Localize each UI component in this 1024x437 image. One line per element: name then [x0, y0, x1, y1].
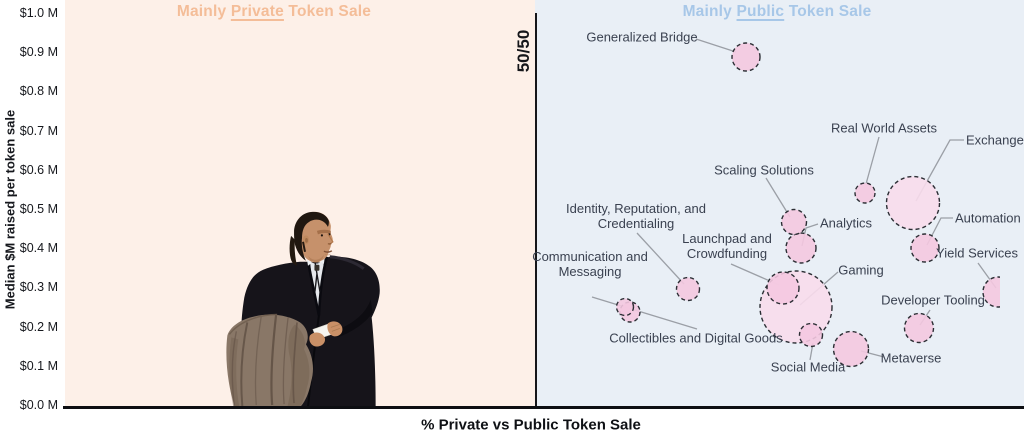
travolta-jacket-front-edge [306, 315, 320, 408]
travolta-brow-shadow [316, 229, 331, 235]
bubble-launchpad-and-crowdfunding [766, 271, 800, 305]
bubble-communication-and-messaging [615, 297, 635, 317]
bubble-label-collectibles-and-digital-goods: Collectibles and Digital Goods [609, 330, 783, 346]
callout-line-generalized-bridge [695, 38, 737, 53]
travolta-hair [294, 211, 329, 261]
bubble-generalized-bridge [731, 42, 761, 72]
y-axis-tick: $0.8 M [19, 84, 58, 99]
callout-line-scaling-solutions [765, 177, 791, 218]
bubble-label-social-media: Social Media [770, 359, 846, 375]
fifty-fifty-divider-line [534, 13, 537, 408]
y-axis-tick: $0.1 M [19, 358, 58, 373]
travolta-back-hair [289, 235, 298, 266]
bubble-scaling-solutions [780, 208, 808, 236]
callout-line-collectibles-and-digital-goods [591, 296, 698, 330]
bubble-real-world-assets [854, 182, 876, 204]
y-axis-tick: $0.5 M [19, 202, 58, 216]
y-axis-tick: $0.3 M [19, 280, 58, 295]
travolta-lapel-sheen [329, 255, 365, 270]
y-axis-tick: $0.2 M [19, 319, 58, 334]
travolta-face [297, 211, 333, 262]
travolta-coat-folds [231, 314, 298, 407]
travolta-collar-left [306, 259, 312, 266]
callout-line-exchange [915, 139, 964, 202]
bubble-label-generalized-bridge: Generalized Bridge [586, 29, 698, 45]
confused-travolta-meme [226, 211, 380, 409]
callout-line-real-world-assets [865, 136, 880, 185]
bubble-analytics [785, 232, 817, 264]
bubble-label-metaverse: Metaverse [880, 350, 942, 366]
y-axis-tick: $0.7 M [19, 123, 58, 138]
y-axis-tick: $1.0 M [19, 6, 58, 20]
callout-line-identity-reputation-and-credentialing [636, 232, 685, 285]
public-panel-title: Mainly Public Token Sale [683, 3, 872, 21]
y-axis-tick: $0.9 M [19, 45, 58, 60]
bubble-identity-reputation-and-credentialing [675, 276, 701, 302]
travolta-lapel-right [317, 256, 329, 316]
bubble-yield-services [982, 276, 1000, 308]
bubble-label-scaling-solutions: Scaling Solutions [714, 162, 814, 178]
bubble-label-exchange: Exchange [966, 132, 1024, 148]
travolta-ear-inner [305, 237, 308, 243]
public-title-suffix: Token Sale [784, 3, 872, 20]
bubble-label-gaming: Gaming [838, 262, 884, 278]
bubble-label-launchpad-and-crowdfunding: Launchpad and Crowdfunding [682, 231, 772, 261]
bubble-label-analytics: Analytics [820, 215, 873, 231]
bubble-label-identity-reputation-and-credentialing: Identity, Reputation, and Credentialing [566, 201, 706, 231]
travolta-sideburn [302, 241, 306, 252]
travolta-coat-shadow-left [229, 337, 240, 408]
public-title-prefix: Mainly [682, 3, 737, 20]
bubble-social-media [798, 322, 824, 348]
private-title-suffix: Token Sale [283, 3, 372, 20]
travolta-mouth [323, 250, 333, 253]
bubble-label-developer-tooling: Developer Tooling [881, 292, 985, 308]
y-axis-tick: $0.6 M [19, 162, 58, 177]
x-axis-line [63, 406, 1024, 409]
x-axis-title: % Private vs Public Token Sale [421, 416, 641, 434]
public-title-underlined: Public [736, 3, 785, 20]
bubble-label-communication-and-messaging: Communication and Messaging [532, 249, 648, 279]
private-title-underlined: Private [230, 3, 284, 20]
bubble-label-real-world-assets: Real World Assets [831, 120, 937, 136]
bubble-label-yield-services: Yield Services [936, 245, 1018, 261]
bubble-developer-tooling [903, 312, 935, 344]
y-axis-tick: $0.0 M [19, 398, 58, 412]
public-region-background [535, 0, 1024, 408]
bubble-label-automation: Automation [955, 210, 1021, 226]
y-axis-tick: $0.4 M [19, 241, 58, 256]
travolta-sleeve-shadow [335, 299, 373, 338]
bubble-exchange [885, 175, 941, 231]
travolta-left-hand [309, 332, 326, 347]
private-panel-title: Mainly Private Token Sale [177, 3, 371, 21]
bubble-automation [910, 233, 940, 263]
travolta-finger-lines [330, 324, 340, 332]
travolta-jaw-shadow [307, 254, 324, 263]
travolta-lip-shadow [324, 253, 331, 256]
travolta-bolo-clasp [314, 264, 320, 271]
travolta-eye-left [320, 234, 324, 237]
private-title-prefix: Mainly [176, 3, 231, 20]
travolta-coat-top-edge [228, 313, 278, 335]
bubble-metaverse [832, 330, 870, 368]
